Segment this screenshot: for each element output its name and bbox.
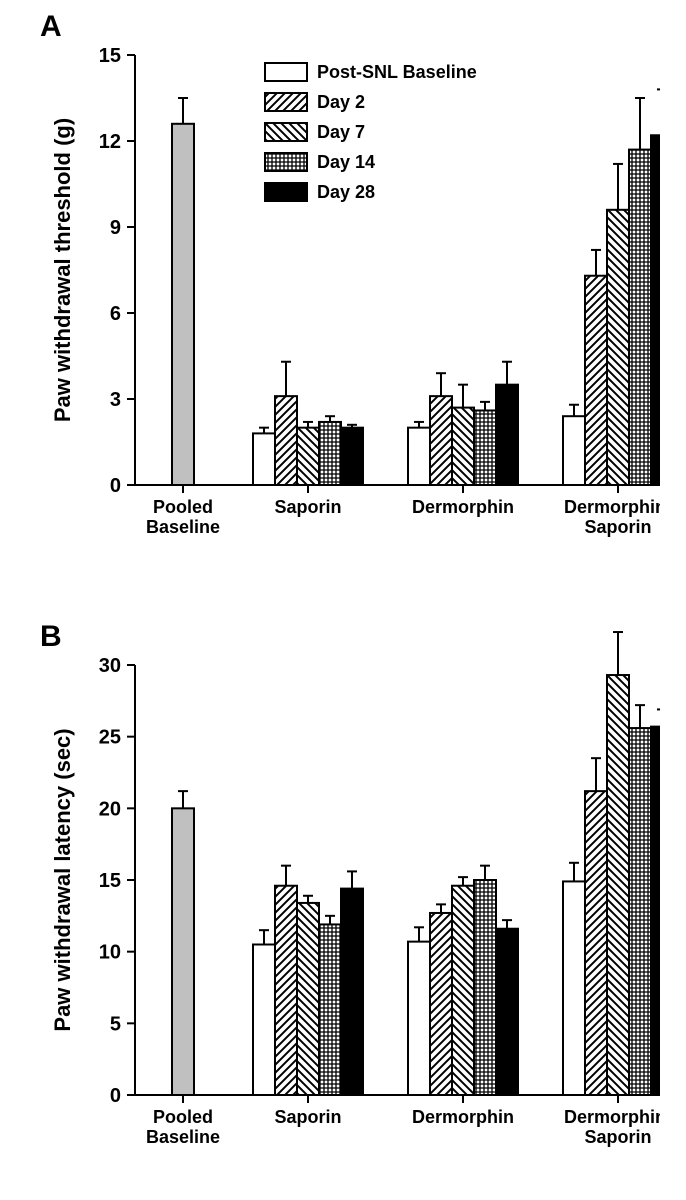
- svg-text:3: 3: [110, 389, 121, 411]
- svg-text:Baseline: Baseline: [146, 517, 220, 537]
- svg-text:15: 15: [99, 870, 121, 892]
- svg-text:Paw withdrawal latency (sec): Paw withdrawal latency (sec): [50, 728, 75, 1031]
- svg-text:Dermorphin: Dermorphin: [412, 497, 514, 517]
- svg-text:0: 0: [110, 1085, 121, 1107]
- svg-text:12: 12: [99, 131, 121, 153]
- svg-text:0: 0: [110, 475, 121, 497]
- svg-text:Baseline: Baseline: [146, 1127, 220, 1147]
- svg-text:Dermorphin: Dermorphin: [412, 1107, 514, 1127]
- svg-text:Pooled: Pooled: [153, 497, 213, 517]
- svg-text:Dermorphin-: Dermorphin-: [564, 497, 660, 517]
- svg-text:Saporin: Saporin: [274, 497, 341, 517]
- svg-text:15: 15: [99, 45, 121, 67]
- svg-text:Saporin: Saporin: [274, 1107, 341, 1127]
- svg-text:Day 2: Day 2: [317, 92, 365, 112]
- svg-text:Day 28: Day 28: [317, 182, 375, 202]
- svg-text:Pooled: Pooled: [153, 1107, 213, 1127]
- chart-a-svg: 0 3 6 9 12 15 Paw withdrawal threshold (g) Pool…: [40, 10, 660, 580]
- svg-text:20: 20: [99, 798, 121, 820]
- svg-text:Day 7: Day 7: [317, 122, 365, 142]
- svg-text:Post-SNL Baseline: Post-SNL Baseline: [317, 62, 477, 82]
- svg-text:9: 9: [110, 217, 121, 239]
- svg-text:Paw withdrawal threshold (g): Paw withdrawal threshold (g): [50, 118, 75, 422]
- chart-b-svg: 0 5 10 15 20 25 30 Paw withdrawal latency (sec)…: [40, 620, 660, 1190]
- svg-text:Saporin: Saporin: [584, 1127, 651, 1147]
- panel-b: B 051015202530Paw withdrawal latency (se…: [40, 620, 660, 1190]
- svg-text:5: 5: [110, 1013, 121, 1035]
- svg-text:6: 6: [110, 303, 121, 325]
- svg-text:25: 25: [99, 727, 121, 749]
- svg-text:30: 30: [99, 655, 121, 677]
- svg-text:Dermorphin-: Dermorphin-: [564, 1107, 660, 1127]
- svg-text:10: 10: [99, 942, 121, 964]
- panel-a: A 03691215Paw withdrawal threshold (g)Po…: [40, 10, 660, 580]
- svg-text:Day 14: Day 14: [317, 152, 375, 172]
- svg-text:Saporin: Saporin: [584, 517, 651, 537]
